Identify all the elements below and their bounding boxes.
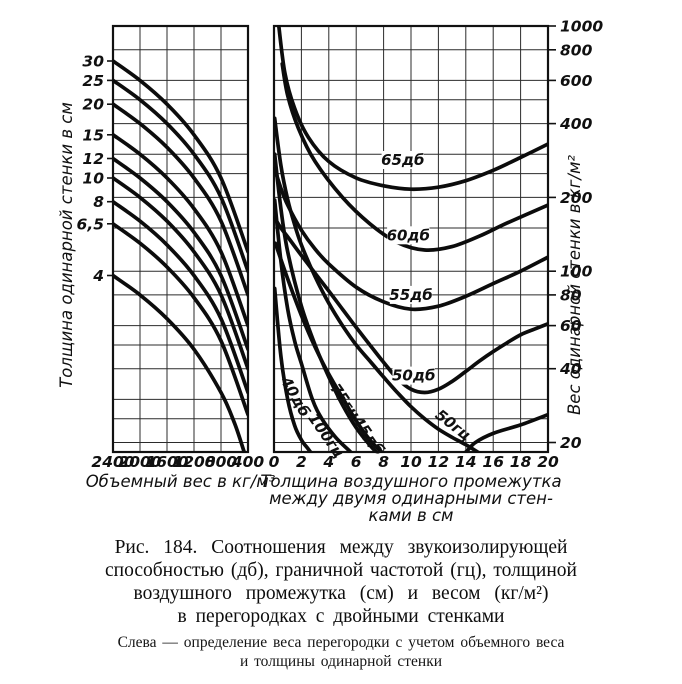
weight-tick-label: 600: [560, 72, 593, 90]
thickness-label-t4: 4: [92, 267, 104, 285]
weight-tick-label: 20: [560, 434, 582, 452]
weight-tick-label: 200: [560, 189, 593, 207]
caption-line: в перегородках с двойными стенками: [177, 606, 505, 627]
figure-caption: Рис. 184. Соотношения между звукоизолиру…: [0, 536, 682, 628]
curve-db60: [280, 62, 549, 252]
curve-label: 55дб: [389, 286, 432, 304]
right-xaxis-title-line: ками в см: [369, 506, 454, 522]
curve-t4: [112, 273, 247, 453]
left-xaxis-title: Объемный вес в кг/м³: [86, 472, 276, 491]
curve-label-bg: [392, 366, 435, 385]
x-tick-label: 2000: [118, 453, 161, 471]
subcaption-line: и толщины одинарной стенки: [239, 653, 443, 670]
curve-t20: [112, 102, 249, 297]
thickness-label-t25: 25: [82, 72, 104, 90]
curve-label: 65дб: [381, 151, 424, 169]
curve-t25: [112, 78, 249, 274]
weight-tick-label: 100: [560, 263, 593, 281]
figure-subcaption: Слева — определение веса перегородки с у…: [0, 633, 682, 671]
thickness-label-t12: 12: [82, 150, 104, 168]
curve-label-bg: [387, 226, 430, 245]
x-tick-label: 400: [231, 453, 265, 471]
x-tick-label: 1600: [145, 453, 188, 471]
curve-label-bg: [389, 285, 433, 304]
subcaption-line: Слева — определение веса перегородки с у…: [117, 634, 565, 651]
thickness-label-t30: 30: [82, 53, 104, 71]
x-tick-label: 800: [205, 453, 238, 471]
curve-hz50: [273, 116, 483, 453]
right-xaxis-title-line: Толщина воздушного промежутка: [260, 472, 561, 491]
curve-t15: [112, 132, 249, 328]
weight-tick-label: 60: [560, 317, 582, 335]
x-tick-label: 18: [510, 453, 532, 471]
curve-db40: [273, 286, 314, 453]
x-tick-label: 16: [482, 453, 504, 471]
caption-line: Рис. 184. Соотношения между звукоизолиру…: [114, 537, 568, 558]
curve-t6_5: [112, 221, 249, 417]
weight-tick-label: 40: [559, 360, 582, 378]
curve-label: 75гц: [326, 380, 364, 423]
x-tick-label: 6: [351, 453, 362, 471]
curve-label-bg: [381, 151, 424, 169]
thickness-label-t15: 15: [82, 126, 104, 144]
left-panel-frame: [111, 24, 250, 454]
curve-t12: [112, 156, 249, 352]
curve-t10: [112, 176, 249, 371]
caption-line: воздушного промежутка (см) и весом (кг/м…: [133, 583, 549, 604]
left-yaxis-title: Толщина одинарной стенки в см: [57, 102, 76, 388]
x-tick-label: 10: [400, 453, 422, 471]
weight-tick-label: 1000: [560, 18, 603, 36]
thickness-label-t8: 8: [93, 193, 104, 211]
right-xaxis-title-line: между двумя одинарными стен-: [269, 489, 553, 508]
curve-label: 60дб: [387, 226, 430, 244]
thickness-label-t20: 20: [82, 96, 104, 114]
curve-label: 40дб: [276, 373, 314, 421]
weight-tick-label: 800: [560, 41, 593, 59]
thickness-label-t6_5: 6,5: [77, 215, 104, 233]
caption-line: способностью (дб), граничной частотой (г…: [105, 560, 577, 581]
right-yaxis-title: Вес одинарной стенки в кг/м²: [565, 155, 584, 415]
curve-label: 50дб: [392, 367, 435, 385]
x-tick-label: 1200: [172, 453, 215, 471]
thickness-label-t10: 10: [82, 170, 104, 188]
x-tick-label: 2400: [91, 453, 134, 471]
x-tick-label: 12: [428, 453, 450, 471]
curve-hz75: [273, 152, 380, 453]
curve-t8: [112, 199, 249, 395]
weight-tick-label: 400: [559, 115, 593, 133]
x-tick-label: 8: [378, 453, 389, 471]
x-tick-label: 0: [269, 453, 280, 471]
x-tick-label: 20: [537, 453, 559, 471]
right-panel: 0 2 4 6 8 10 12 14 16 18 20 1000 800 600 400 200 100 80 60…: [260, 18, 603, 526]
curve-t30: [112, 59, 249, 254]
x-tick-label: 2: [296, 453, 307, 471]
weight-tick-label: 80: [560, 286, 582, 304]
x-tick-label: 4: [322, 453, 334, 471]
figure-chart: 240020001600120080040030252015121086,54О…: [57, 18, 603, 526]
curve-hz100: [273, 198, 355, 453]
curve-db65: [276, 25, 549, 192]
right-panel-frame: [272, 24, 550, 454]
x-tick-label: 14: [455, 453, 477, 471]
